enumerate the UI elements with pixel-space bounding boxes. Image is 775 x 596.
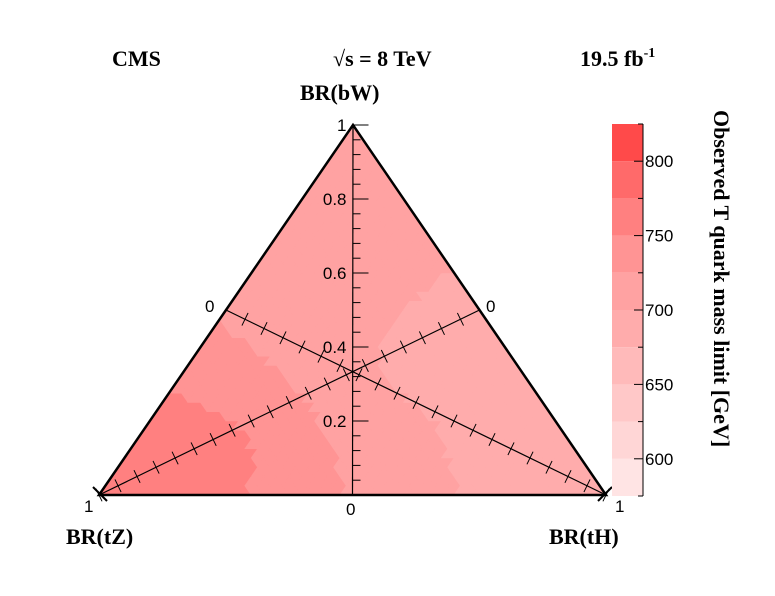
tz-axis-tick xyxy=(266,405,274,419)
energy-label: √s = 8 TeV xyxy=(333,46,432,71)
edge-label-bottom-zero: 0 xyxy=(346,500,355,519)
tz-axis-tick xyxy=(114,479,122,493)
colorbar-band xyxy=(612,310,643,348)
th-axis-tick xyxy=(355,368,363,382)
bw-axis-tick-label: 0.6 xyxy=(323,264,347,283)
colorbar-band xyxy=(612,235,643,273)
luminosity-label: 19.5 fb-1 xyxy=(580,46,655,71)
colorbar-band xyxy=(612,384,643,422)
tz-axis-tick xyxy=(228,423,236,437)
tz-axis-tick xyxy=(418,331,426,345)
tz-axis-tick xyxy=(209,432,217,447)
colorbar-band xyxy=(612,421,643,459)
edge-label-bottom-left-one: 1 xyxy=(84,497,93,516)
th-axis-tick xyxy=(241,312,249,326)
th-axis-tick xyxy=(507,442,515,456)
tz-axis-tick xyxy=(323,377,331,391)
tz-axis-tick xyxy=(285,395,293,410)
th-axis-tick xyxy=(336,358,344,373)
bw-axis-tick-label: 0.2 xyxy=(323,412,347,431)
bw-axis-line xyxy=(351,124,354,496)
colorbar-tick-label: 750 xyxy=(645,227,673,246)
colorbar-band xyxy=(612,458,643,496)
colorbar-tick-label: 800 xyxy=(645,152,673,171)
th-axis-tick xyxy=(298,340,306,354)
corner-label-th: BR(tH) xyxy=(549,524,619,549)
colorbar-title: Observed T quark mass limit [GeV] xyxy=(709,110,734,447)
tz-axis-tick xyxy=(152,460,160,474)
edge-label-left-zero: 0 xyxy=(205,297,214,316)
tz-axis-tick xyxy=(456,312,464,326)
corner-label-tz: BR(tZ) xyxy=(66,524,133,549)
colorbar-band xyxy=(612,272,643,310)
th-axis-tick xyxy=(564,469,572,484)
tz-axis-tick xyxy=(247,414,255,428)
th-axis-tick xyxy=(545,460,553,474)
tz-axis-tick xyxy=(399,340,407,354)
colorbar: 600 650 700 750 800 xyxy=(612,123,673,497)
tz-axis-tick xyxy=(380,349,388,363)
edge-label-bottom-right-one: 1 xyxy=(615,497,624,516)
th-axis-tick xyxy=(393,386,401,400)
bw-axis-tick-label: 1 xyxy=(337,116,346,135)
colorbar-band xyxy=(612,161,643,199)
corner-cap-left xyxy=(92,486,108,502)
th-axis-tick xyxy=(317,349,325,363)
luminosity-exponent: -1 xyxy=(644,46,656,61)
th-axis-tick xyxy=(260,321,268,336)
colorbar-band xyxy=(612,347,643,385)
tz-axis-tick xyxy=(133,469,141,484)
edge-label-right-zero: 0 xyxy=(486,297,495,316)
th-axis-tick xyxy=(431,405,439,419)
tz-axis-tick xyxy=(361,358,369,373)
th-axis-tick xyxy=(412,395,420,410)
th-axis-tick xyxy=(279,331,287,345)
colorbar-tick-label: 700 xyxy=(645,301,673,320)
luminosity-value: 19.5 fb xyxy=(580,46,644,71)
colorbar-band xyxy=(612,198,643,236)
th-axis-tick xyxy=(469,423,477,437)
colorbar-band xyxy=(612,124,643,162)
colorbar-tick-label: 600 xyxy=(645,450,673,469)
corner-cap-right xyxy=(597,486,613,502)
bw-axis-tick-label: 0.8 xyxy=(323,190,347,209)
tz-axis-tick xyxy=(190,442,198,456)
tz-axis-tick xyxy=(304,386,312,400)
tz-axis-tick xyxy=(437,321,445,336)
th-axis-tick xyxy=(488,432,496,447)
colorbar-tick-label: 650 xyxy=(645,375,673,394)
bw-axis-tick-label: 0.4 xyxy=(323,338,347,357)
tz-axis-tick xyxy=(171,451,179,465)
th-axis-tick xyxy=(526,451,534,465)
th-axis-tick xyxy=(374,377,382,391)
th-axis-tick xyxy=(450,414,458,428)
tz-axis-tick xyxy=(342,368,350,382)
experiment-label: CMS xyxy=(112,46,161,71)
ternary-axes: 0.2 0.4 0.6 0.8 1 xyxy=(92,116,613,502)
corner-label-bw: BR(bW) xyxy=(300,80,379,105)
th-axis-tick xyxy=(583,479,591,493)
